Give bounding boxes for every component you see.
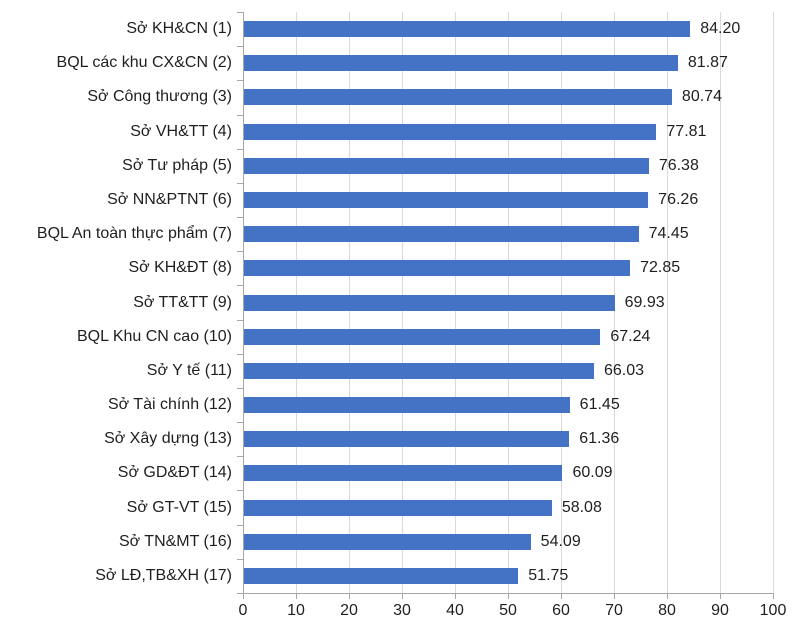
bar (244, 157, 649, 174)
bar (244, 226, 639, 243)
category-label: Sở Tư pháp (5) (122, 156, 232, 174)
x-axis-tick (508, 594, 509, 599)
value-label: 61.45 (579, 396, 620, 414)
y-axis-tick (237, 251, 243, 253)
y-axis-tick (237, 80, 243, 82)
y-axis-tick (237, 387, 243, 389)
bar (244, 431, 570, 448)
x-axis-tick-label: 70 (605, 602, 623, 619)
x-axis-tick (561, 594, 562, 599)
y-axis-tick (237, 353, 243, 355)
y-axis-tick (237, 182, 243, 184)
value-label: 61.36 (579, 430, 620, 448)
bar (244, 123, 657, 140)
y-axis-tick (237, 558, 243, 560)
value-label: 80.74 (681, 88, 722, 106)
vertical-gridline (773, 12, 774, 593)
y-axis-tick (237, 114, 243, 116)
category-label: Sở NN&PTNT (6) (107, 190, 232, 208)
value-label: 74.45 (648, 225, 689, 243)
category-label: Sở VH&TT (4) (130, 122, 232, 140)
x-axis-tick (667, 594, 668, 599)
x-axis-line (243, 593, 774, 594)
x-axis-tick (455, 594, 456, 599)
category-label: Sở TT&TT (9) (133, 293, 232, 311)
value-label: 69.93 (624, 293, 665, 311)
category-label: Sở LĐ,TB&XH (17) (95, 566, 232, 584)
category-label: Sở Xây dựng (13) (104, 430, 232, 448)
value-label: 76.26 (658, 190, 699, 208)
y-axis-tick (237, 319, 243, 321)
value-label: 77.81 (666, 122, 707, 140)
category-label: Sở Tài chính (12) (107, 396, 232, 414)
y-axis-tick (237, 422, 243, 424)
category-label: BQL Khu CN cao (10) (76, 327, 232, 345)
category-label: Sở GT-VT (15) (126, 498, 232, 516)
value-label: 67.24 (610, 327, 651, 345)
x-axis-tick-label: 20 (340, 602, 358, 619)
bar (244, 328, 601, 345)
x-axis-tick (402, 594, 403, 599)
x-axis-tick (243, 594, 244, 599)
y-axis-tick (237, 490, 243, 492)
y-axis-tick (237, 12, 243, 13)
bar (244, 362, 594, 379)
x-axis-tick (720, 594, 721, 599)
category-label: Sở GD&ĐT (14) (117, 464, 232, 482)
bar (244, 397, 570, 414)
category-label: Sở KH&ĐT (8) (128, 259, 232, 277)
x-axis-tick-label: 90 (711, 602, 729, 619)
category-label: Sở Y tế (11) (146, 361, 232, 379)
value-label: 76.38 (658, 156, 699, 174)
bar (244, 260, 631, 277)
x-axis-tick (349, 594, 350, 599)
y-axis-tick (237, 524, 243, 526)
category-label: Sở Công thương (3) (87, 88, 232, 106)
category-label: BQL các khu CX&CN (2) (56, 54, 232, 72)
vertical-gridline (667, 12, 668, 593)
x-axis-tick-label: 60 (552, 602, 570, 619)
bar (244, 533, 531, 550)
category-label: Sở KH&CN (1) (126, 20, 232, 38)
value-label: 66.03 (603, 361, 644, 379)
y-axis-tick (237, 285, 243, 287)
value-label: 54.09 (540, 532, 581, 550)
y-axis-tick (237, 148, 243, 150)
x-axis-tick-label: 30 (393, 602, 411, 619)
y-axis-tick (237, 593, 243, 594)
x-axis-tick-label: 80 (658, 602, 676, 619)
x-axis-tick (614, 594, 615, 599)
category-label: Sở TN&MT (16) (118, 532, 232, 550)
x-axis-tick-label: 50 (499, 602, 517, 619)
y-axis-tick (237, 217, 243, 219)
bar (244, 499, 552, 516)
bar (244, 465, 563, 482)
value-label: 51.75 (528, 566, 569, 584)
x-axis-tick-label: 0 (238, 602, 248, 619)
value-label: 72.85 (640, 259, 681, 277)
bar (244, 21, 691, 38)
value-label: 84.20 (700, 20, 741, 38)
value-label: 81.87 (687, 54, 728, 72)
x-axis-tick (296, 594, 297, 599)
x-axis-tick-label: 10 (287, 602, 305, 619)
bar (244, 567, 519, 584)
y-axis-line (243, 12, 244, 593)
category-label: BQL An toàn thực phẩm (7) (36, 225, 232, 243)
value-label: 60.09 (572, 464, 613, 482)
x-axis-tick (773, 594, 774, 599)
y-axis-tick (237, 456, 243, 458)
bar (244, 55, 678, 72)
vertical-gridline (720, 12, 721, 593)
bar (244, 89, 672, 106)
bar (244, 294, 615, 311)
x-axis-tick-label: 40 (446, 602, 464, 619)
value-label: 58.08 (561, 498, 602, 516)
x-axis-tick-label: 100 (759, 602, 787, 619)
bar (244, 191, 649, 208)
y-axis-tick (237, 46, 243, 48)
